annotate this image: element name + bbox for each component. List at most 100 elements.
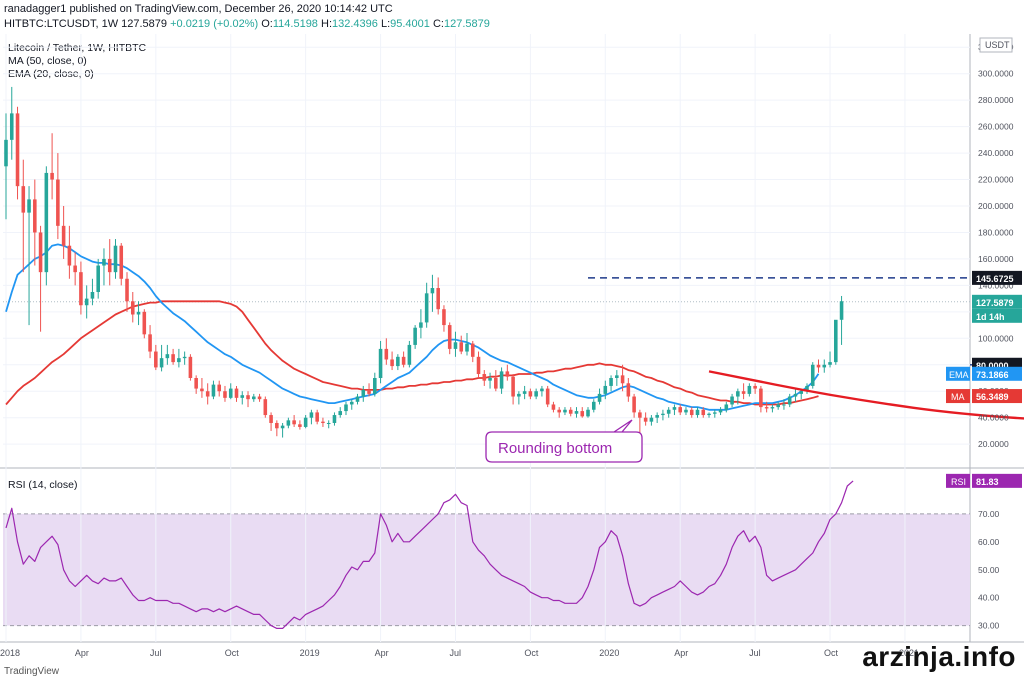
price-tick-label: 260.0000 xyxy=(978,122,1014,132)
candle-body xyxy=(119,245,124,279)
candle-body xyxy=(632,396,636,413)
price-label-ema: 73.1866 xyxy=(976,370,1009,380)
candle-body xyxy=(793,393,798,397)
candle-body xyxy=(292,420,296,425)
price-tick-label: 280.0000 xyxy=(978,95,1014,105)
candle-body xyxy=(165,354,170,359)
time-tick-label: 2018 xyxy=(0,648,20,658)
rsi-last-label-bg xyxy=(972,473,1022,488)
candle-body xyxy=(810,364,815,386)
candle-body xyxy=(615,375,619,378)
candle-body xyxy=(649,417,654,422)
candle-body xyxy=(638,412,642,418)
low-value: 95.4001 xyxy=(390,18,430,30)
candle-body xyxy=(776,404,780,408)
ema-line xyxy=(5,243,820,411)
candle-body xyxy=(459,342,464,352)
time-tick-label: Apr xyxy=(375,648,389,658)
price-tick-label: 220.0000 xyxy=(978,175,1014,185)
price-tick-label: 200.0000 xyxy=(978,201,1014,211)
candle-body xyxy=(834,319,838,363)
candle-body xyxy=(816,364,821,368)
candle-body xyxy=(805,385,809,392)
candle-body xyxy=(67,245,72,266)
candle-body xyxy=(326,422,331,424)
candle-body xyxy=(603,385,608,394)
rsi-tag: RSI xyxy=(951,477,966,487)
high-value: 132.4396 xyxy=(332,18,378,30)
candle-body xyxy=(396,356,400,367)
candle-body xyxy=(736,391,740,397)
candle-body xyxy=(753,385,757,389)
candle-body xyxy=(223,391,227,398)
candle-body xyxy=(61,225,66,246)
candle-body xyxy=(79,272,83,306)
candle-body xyxy=(142,311,147,335)
candle-body xyxy=(177,358,181,363)
low-label: L: xyxy=(380,18,391,30)
candle-body xyxy=(130,301,135,315)
price-label-countdown: 1d 14h xyxy=(976,312,1005,322)
candle-body xyxy=(465,343,469,352)
rsi-tick-label: 50.00 xyxy=(978,565,1000,575)
candle-body xyxy=(701,409,706,416)
price-label-last: 127.5879 xyxy=(976,298,1014,308)
candle-body xyxy=(453,342,458,349)
candle-body xyxy=(205,391,210,397)
candle-body xyxy=(419,322,423,328)
ohlc-line: HITBTC:LTCUSDT, 1W 127.5879 +0.0219 (+0.… xyxy=(4,18,490,30)
candle-body xyxy=(574,411,579,414)
candle-body xyxy=(90,292,95,299)
price-tick-label: 100.0000 xyxy=(978,333,1014,343)
candle-body xyxy=(730,396,734,405)
symbol-label: HITBTC:LTCUSDT, 1W xyxy=(4,18,119,30)
candle-body xyxy=(770,407,775,409)
candle-body xyxy=(4,139,8,167)
candle-body xyxy=(321,421,325,423)
candle-body xyxy=(436,288,440,310)
ema-tag: EMA xyxy=(949,370,969,380)
candle-body xyxy=(424,293,429,323)
candle-body xyxy=(280,425,285,429)
candle-body xyxy=(15,113,20,187)
time-tick-label: 2020 xyxy=(599,648,619,658)
candle-body xyxy=(557,409,561,413)
candle-body xyxy=(263,399,268,416)
candle-body xyxy=(707,413,711,416)
candle-body xyxy=(609,378,613,386)
candle-body xyxy=(373,378,377,394)
candle-body xyxy=(545,388,550,405)
candle-body xyxy=(228,388,233,398)
candle-body xyxy=(269,415,273,423)
candle-body xyxy=(361,389,366,397)
close-label: C: xyxy=(432,18,444,30)
candle-body xyxy=(568,409,573,414)
candle-body xyxy=(338,411,343,416)
candle-body xyxy=(298,424,302,427)
candle-body xyxy=(540,388,544,392)
candle-body xyxy=(73,265,77,273)
candle-body xyxy=(447,325,452,349)
candle-body xyxy=(695,409,700,416)
candle-body xyxy=(551,404,556,410)
candle-body xyxy=(240,395,245,398)
candle-body xyxy=(505,371,510,377)
candle-body xyxy=(517,393,521,397)
candle-body xyxy=(580,411,585,417)
price-label-last-bg xyxy=(972,294,1022,309)
candle-body xyxy=(27,199,31,213)
candle-body xyxy=(154,351,158,368)
candle-body xyxy=(470,343,475,357)
candle-body xyxy=(741,391,746,394)
high-label: H: xyxy=(321,18,332,30)
candle-body xyxy=(384,348,389,360)
candle-body xyxy=(666,409,671,414)
candle-body xyxy=(528,391,533,397)
candle-body xyxy=(597,393,602,402)
price-chart[interactable]: Rounding bottom 20.000040.000060.000080.… xyxy=(0,34,1024,664)
time-tick-label: Oct xyxy=(824,648,839,658)
price-tick-label: 240.0000 xyxy=(978,148,1014,158)
candle-body xyxy=(430,288,435,294)
candle-body xyxy=(511,376,515,397)
candle-body xyxy=(275,422,279,429)
